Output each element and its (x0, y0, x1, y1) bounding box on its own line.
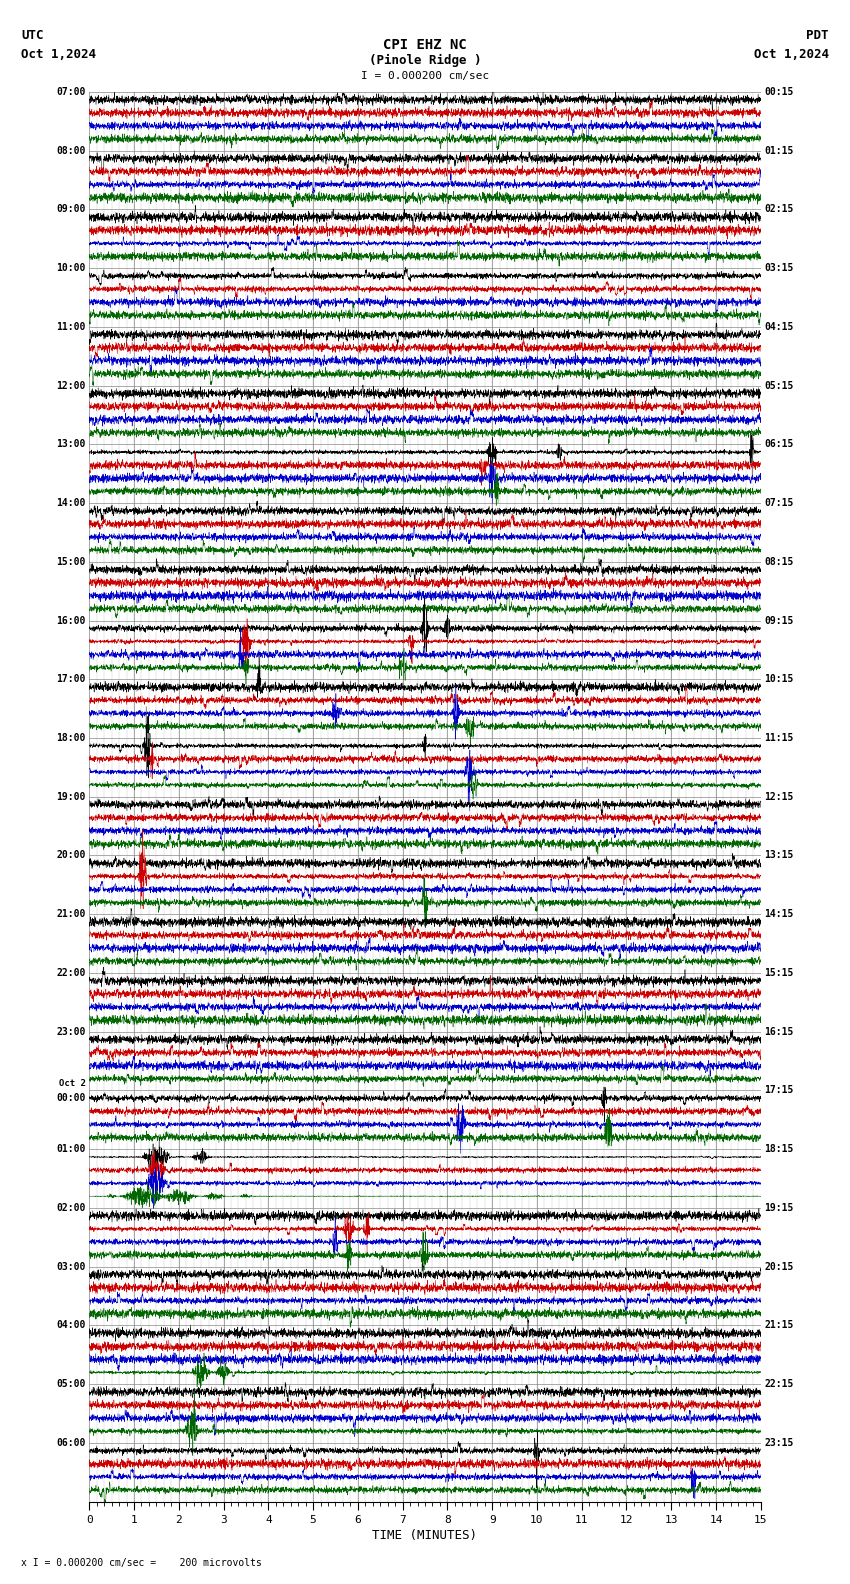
Text: (Pinole Ridge ): (Pinole Ridge ) (369, 54, 481, 67)
Text: 04:00: 04:00 (56, 1321, 86, 1331)
Text: 09:15: 09:15 (764, 616, 794, 626)
Text: 20:15: 20:15 (764, 1262, 794, 1272)
Text: 00:15: 00:15 (764, 87, 794, 97)
Text: 18:00: 18:00 (56, 733, 86, 743)
Text: Oct 2: Oct 2 (59, 1079, 86, 1088)
Text: 20:00: 20:00 (56, 851, 86, 860)
Text: 07:00: 07:00 (56, 87, 86, 97)
Text: 05:15: 05:15 (764, 380, 794, 391)
Text: x I = 0.000200 cm/sec =    200 microvolts: x I = 0.000200 cm/sec = 200 microvolts (21, 1559, 262, 1568)
Text: 17:00: 17:00 (56, 675, 86, 684)
Text: Oct 1,2024: Oct 1,2024 (21, 48, 96, 60)
Text: 22:00: 22:00 (56, 968, 86, 977)
Text: 05:00: 05:00 (56, 1380, 86, 1389)
Text: 14:15: 14:15 (764, 909, 794, 919)
Text: UTC: UTC (21, 29, 43, 41)
Text: 01:15: 01:15 (764, 146, 794, 155)
Text: 18:15: 18:15 (764, 1144, 794, 1155)
Text: 21:15: 21:15 (764, 1321, 794, 1331)
Text: 02:00: 02:00 (56, 1202, 86, 1213)
Text: 23:00: 23:00 (56, 1026, 86, 1036)
Text: 10:15: 10:15 (764, 675, 794, 684)
Text: PDT: PDT (807, 29, 829, 41)
Text: 07:15: 07:15 (764, 497, 794, 508)
Text: 17:15: 17:15 (764, 1085, 794, 1096)
Text: 12:00: 12:00 (56, 380, 86, 391)
Text: 13:00: 13:00 (56, 439, 86, 450)
Text: 01:00: 01:00 (56, 1144, 86, 1155)
Text: 16:00: 16:00 (56, 616, 86, 626)
Text: 03:15: 03:15 (764, 263, 794, 272)
Text: 23:15: 23:15 (764, 1438, 794, 1448)
Text: Oct 1,2024: Oct 1,2024 (754, 48, 829, 60)
Text: 06:00: 06:00 (56, 1438, 86, 1448)
Text: 10:00: 10:00 (56, 263, 86, 272)
Text: 22:15: 22:15 (764, 1380, 794, 1389)
Text: 08:00: 08:00 (56, 146, 86, 155)
X-axis label: TIME (MINUTES): TIME (MINUTES) (372, 1529, 478, 1541)
Text: 11:00: 11:00 (56, 322, 86, 331)
Text: 21:00: 21:00 (56, 909, 86, 919)
Text: CPI EHZ NC: CPI EHZ NC (383, 38, 467, 52)
Text: 16:15: 16:15 (764, 1026, 794, 1036)
Text: 14:00: 14:00 (56, 497, 86, 508)
Text: 19:15: 19:15 (764, 1202, 794, 1213)
Text: 11:15: 11:15 (764, 733, 794, 743)
Text: I = 0.000200 cm/sec: I = 0.000200 cm/sec (361, 71, 489, 81)
Text: 15:15: 15:15 (764, 968, 794, 977)
Text: 08:15: 08:15 (764, 558, 794, 567)
Text: 02:15: 02:15 (764, 204, 794, 214)
Text: 19:00: 19:00 (56, 792, 86, 802)
Text: 04:15: 04:15 (764, 322, 794, 331)
Text: 00:00: 00:00 (56, 1093, 86, 1104)
Text: 13:15: 13:15 (764, 851, 794, 860)
Text: 12:15: 12:15 (764, 792, 794, 802)
Text: 03:00: 03:00 (56, 1262, 86, 1272)
Text: 06:15: 06:15 (764, 439, 794, 450)
Text: 09:00: 09:00 (56, 204, 86, 214)
Text: 15:00: 15:00 (56, 558, 86, 567)
